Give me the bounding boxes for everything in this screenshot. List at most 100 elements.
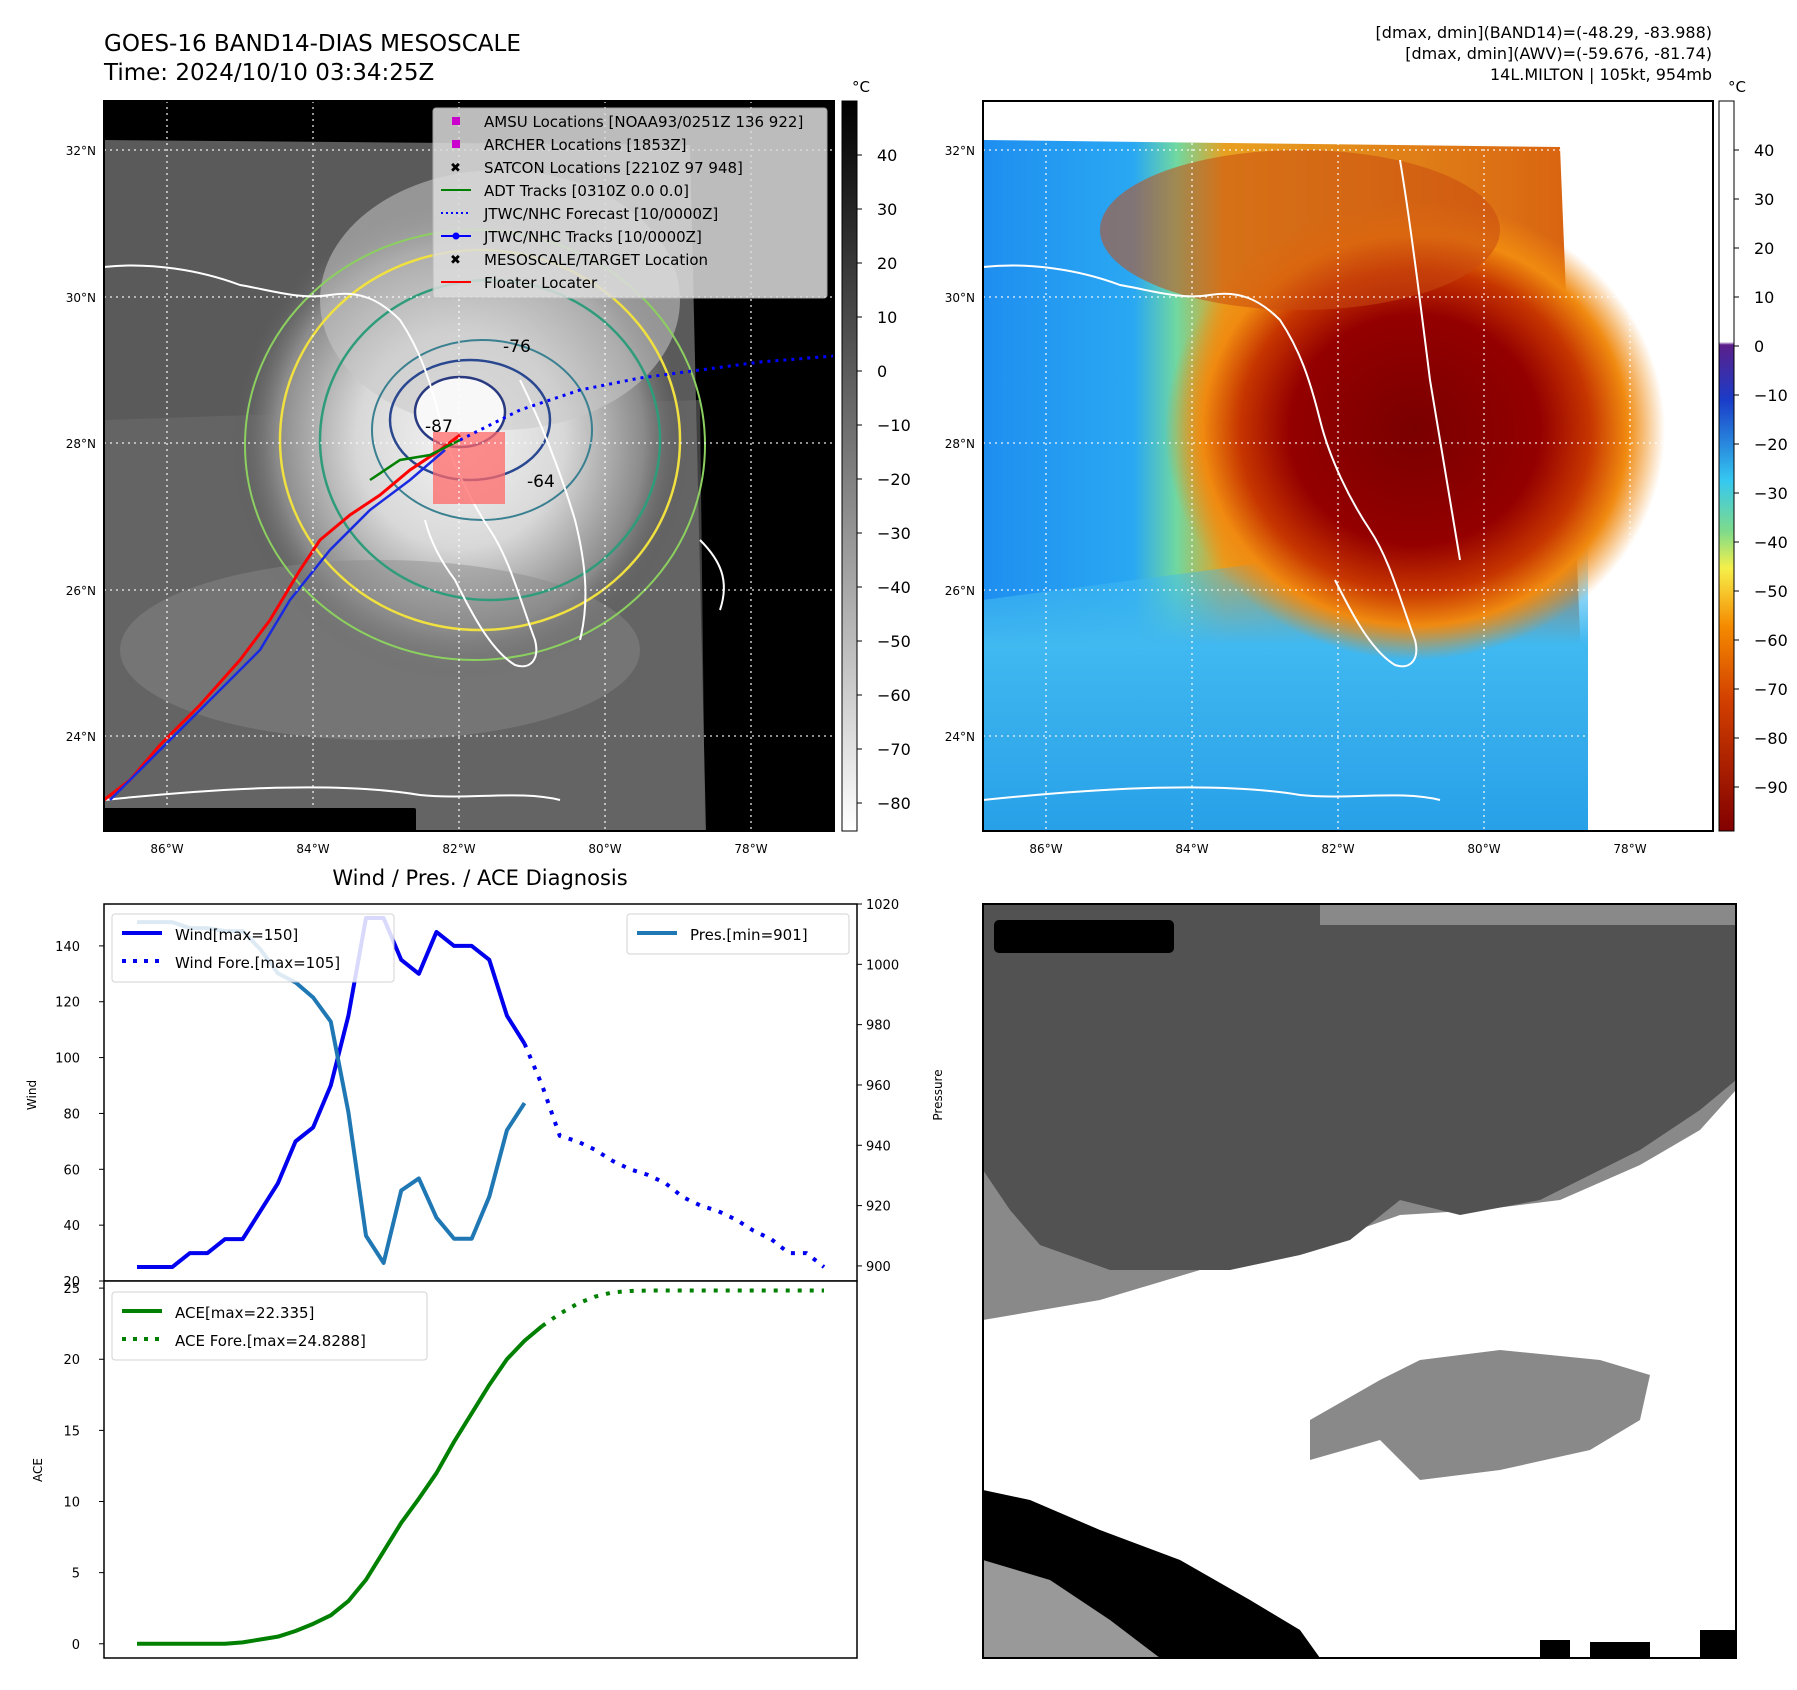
- right-colorbar-tick: −90: [1754, 778, 1788, 797]
- right-colorbar-tick: −70: [1754, 680, 1788, 699]
- storm-info: 14L.MILTON | 105kt, 954mb: [1490, 65, 1712, 84]
- svg-text:82°W: 82°W: [1321, 842, 1354, 856]
- left-colorbar-tick: 10: [877, 308, 897, 327]
- left-colorbar-tick: −30: [877, 524, 911, 543]
- wind-tick-label: 40: [63, 1219, 80, 1234]
- pressure-tick-label: 960: [866, 1079, 891, 1094]
- floater-locater-track: [103, 433, 461, 802]
- legend-archer: ARCHER Locations [1853Z]: [484, 136, 687, 154]
- jtwc-nhc-forecast-track: [459, 354, 835, 442]
- right-colorbar-tick: 40: [1754, 141, 1774, 160]
- diagnosis-title: Wind / Pres. / ACE Diagnosis: [332, 866, 627, 890]
- svg-text:30°N: 30°N: [945, 291, 975, 305]
- right-colorbar-tick: 0: [1754, 337, 1764, 356]
- ace-legend: ACE[max=22.335] ACE Fore.[max=24.8288]: [111, 1291, 428, 1361]
- right-colorbar-tick: 30: [1754, 190, 1774, 209]
- wind-ticks: 140 120 100 80 60 40 20: [55, 940, 104, 1290]
- wmg-count: WMG Count: 0: [1002, 925, 1163, 949]
- svg-text:84°W: 84°W: [1175, 842, 1208, 856]
- wind-legend: Wind[max=150] Wind Fore.[max=105]: [111, 913, 395, 983]
- right-colorbar-tick: −20: [1754, 435, 1788, 454]
- svg-text:80°W: 80°W: [588, 842, 621, 856]
- wind-ylabel: Wind: [25, 1080, 39, 1110]
- svg-text:86°W: 86°W: [150, 842, 183, 856]
- legend-wind-fore: Wind Fore.[max=105]: [175, 954, 340, 972]
- wind-tick-label: 80: [63, 1107, 80, 1122]
- right-map: [982, 100, 1714, 832]
- legend-target: MESOSCALE/TARGET Location: [484, 251, 708, 269]
- legend-ace-fore: ACE Fore.[max=24.8288]: [175, 1332, 366, 1350]
- right-colorbar-tick: −60: [1754, 631, 1788, 650]
- stats-band14: [dmax, dmin](BAND14)=(-48.29, -83.988): [1376, 23, 1712, 42]
- svg-text:78°W: 78°W: [1613, 842, 1646, 856]
- left-map-lon-labels: 86°W 84°W 82°W 80°W 78°W: [150, 842, 767, 856]
- svg-text:82°W: 82°W: [442, 842, 475, 856]
- legend-tracks: JTWC/NHC Tracks [10/0000Z]: [483, 228, 702, 246]
- right-colorbar-tick: −30: [1754, 484, 1788, 503]
- legend-forecast: JTWC/NHC Forecast [10/0000Z]: [483, 205, 718, 223]
- ace-tick-label: 20: [63, 1353, 80, 1368]
- left-map-lat-labels: 32°N 30°N 28°N 26°N 24°N: [66, 144, 96, 744]
- svg-text:28°N: 28°N: [945, 437, 975, 451]
- wind-tick-label: 120: [55, 996, 80, 1011]
- right-map-lon-labels: 86°W 84°W 82°W 80°W 78°W: [1029, 842, 1646, 856]
- left-map-legend: AMSU Locations [NOAA93/0251Z 136 922] AR…: [432, 107, 828, 299]
- right-colorbar-tick: 20: [1754, 239, 1774, 258]
- wmg-count-badge: [994, 920, 1174, 953]
- right-colorbar-tick: −80: [1754, 729, 1788, 748]
- svg-text:26°N: 26°N: [945, 584, 975, 598]
- right-colorbar-tick: −50: [1754, 582, 1788, 601]
- wind-tick-label: 60: [63, 1163, 80, 1178]
- contour-label-76: -76: [503, 337, 531, 357]
- svg-text:26°N: 26°N: [66, 584, 96, 598]
- copyright-box: [104, 808, 416, 832]
- archer-marker-icon: [452, 140, 460, 148]
- left-colorbar-tick: 0: [877, 362, 887, 381]
- left-colorbar-tick: −60: [877, 686, 911, 705]
- satcon-marker-icon: ✖: [450, 161, 461, 176]
- ace-tick-label: 0: [72, 1638, 80, 1653]
- left-colorbar-tick: −50: [877, 632, 911, 651]
- right-colorbar-tick: 10: [1754, 288, 1774, 307]
- legend-adt: ADT Tracks [0310Z 0.0 0.0]: [484, 182, 689, 200]
- svg-text:24°N: 24°N: [945, 730, 975, 744]
- figure-time: Time: 2024/10/10 03:34:25Z: [103, 60, 434, 86]
- wind-tick-label: 140: [55, 940, 80, 955]
- copyright: Copyright © 2020-2024 Dapiya: [108, 811, 387, 830]
- svg-text:80°W: 80°W: [1467, 842, 1500, 856]
- adt-track: [369, 438, 461, 482]
- svg-text:32°N: 32°N: [945, 144, 975, 158]
- left-colorbar-tick: −70: [877, 740, 911, 759]
- ace-tick-label: 10: [63, 1496, 80, 1511]
- amsu-marker-icon: [452, 117, 460, 125]
- left-colorbar-tick: −20: [877, 470, 911, 489]
- right-colorbar-unit: °C: [1728, 78, 1746, 96]
- ace-line: [137, 1324, 544, 1646]
- legend-wind: Wind[max=150]: [175, 926, 298, 944]
- ace-ylabel: ACE: [31, 1458, 45, 1482]
- wmg-panel: [982, 903, 1737, 1659]
- svg-text:84°W: 84°W: [296, 842, 329, 856]
- ace-forecast-line: [541, 1288, 824, 1328]
- pressure-tick-label: 1000: [866, 958, 899, 973]
- left-colorbar-tick: 20: [877, 254, 897, 273]
- legend-amsu: AMSU Locations [NOAA93/0251Z 136 922]: [484, 113, 803, 131]
- right-colorbar-tick: −40: [1754, 533, 1788, 552]
- left-colorbar-tick: −10: [877, 416, 911, 435]
- pressure-ticks: 1020 1000 980 960 940 920 900: [857, 898, 899, 1275]
- pressure-tick-label: 980: [866, 1019, 891, 1034]
- pressure-tick-label: 900: [866, 1260, 891, 1275]
- legend-satcon: SATCON Locations [2210Z 97 948]: [484, 159, 743, 177]
- wind-forecast-line: [522, 1042, 826, 1269]
- ace-series: [137, 1288, 824, 1646]
- pressure-legend: Pres.[min=901]: [626, 913, 850, 955]
- ace-tick-label: 5: [72, 1567, 80, 1582]
- wind-tick-label: 20: [63, 1275, 80, 1290]
- left-colorbar: °C 40 30 20 10 0 −10 −20 −30 −40 −50 −60 −70 −80: [841, 78, 911, 832]
- svg-text:30°N: 30°N: [66, 291, 96, 305]
- svg-text:24°N: 24°N: [66, 730, 96, 744]
- svg-text:28°N: 28°N: [66, 437, 96, 451]
- left-colorbar-tick: −80: [877, 794, 911, 813]
- pressure-ylabel: Pressure: [931, 1069, 945, 1120]
- svg-text:78°W: 78°W: [734, 842, 767, 856]
